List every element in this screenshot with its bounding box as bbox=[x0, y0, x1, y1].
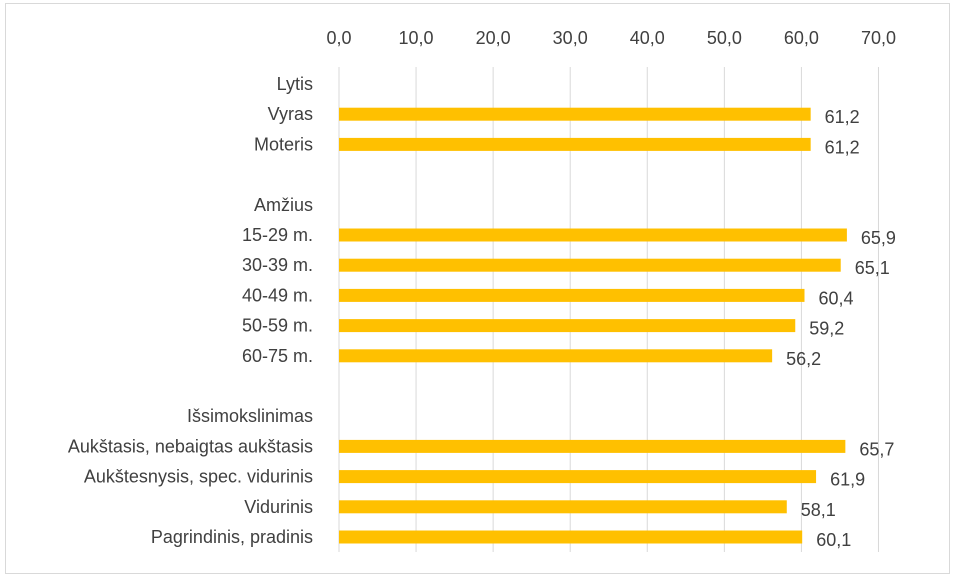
bar bbox=[339, 470, 817, 484]
category-group-header: Lytis bbox=[277, 74, 313, 94]
bar bbox=[339, 439, 846, 453]
x-tick-label: 70,0 bbox=[861, 28, 896, 48]
data-label: 60,4 bbox=[819, 288, 854, 308]
category-label: Aukštesnysis, spec. vidurinis bbox=[84, 467, 313, 487]
bar bbox=[339, 107, 811, 121]
bar bbox=[339, 530, 803, 544]
data-label: 65,7 bbox=[859, 439, 894, 459]
category-label: 50-59 m. bbox=[242, 316, 313, 336]
bar bbox=[339, 228, 847, 242]
data-label: 61,2 bbox=[825, 107, 860, 127]
data-label: 61,2 bbox=[825, 137, 860, 157]
data-label: 60,1 bbox=[816, 530, 851, 550]
category-label: 40-49 m. bbox=[242, 285, 313, 305]
x-tick-label: 50,0 bbox=[707, 28, 742, 48]
bar bbox=[339, 258, 841, 272]
category-label: Pagrindinis, pradinis bbox=[151, 527, 313, 547]
bar bbox=[339, 319, 796, 333]
x-axis-ticks: 0,0 10,0 20,0 30,0 40,0 50,0 60,0 70,0 bbox=[326, 28, 896, 48]
bar bbox=[339, 137, 811, 151]
category-labels: Lytis Vyras Moteris Amžius 15-29 m. 30-39 m. 4… bbox=[68, 74, 313, 547]
data-label: 61,9 bbox=[830, 470, 865, 490]
category-label: Moteris bbox=[254, 134, 313, 154]
category-label: Vidurinis bbox=[244, 497, 313, 517]
bar bbox=[339, 500, 787, 514]
data-label: 58,1 bbox=[801, 500, 836, 520]
x-tick-label: 40,0 bbox=[630, 28, 665, 48]
data-label: 65,1 bbox=[855, 258, 890, 278]
category-group-header: Amžius bbox=[254, 195, 313, 215]
x-tick-label: 30,0 bbox=[553, 28, 588, 48]
x-tick-label: 60,0 bbox=[784, 28, 819, 48]
bars bbox=[339, 107, 847, 544]
x-tick-label: 0,0 bbox=[326, 28, 351, 48]
bar bbox=[339, 288, 805, 302]
category-label: 30-39 m. bbox=[242, 255, 313, 275]
value-labels: 61,2 61,2 65,9 65,160,4 59,2 56,2 65,7 61,9 58,1… bbox=[786, 107, 896, 550]
bar bbox=[339, 349, 773, 363]
category-label: Vyras bbox=[268, 104, 313, 124]
data-label: 56,2 bbox=[786, 349, 821, 369]
x-tick-label: 20,0 bbox=[476, 28, 511, 48]
data-label: 65,9 bbox=[861, 228, 896, 248]
category-label: Aukštasis, nebaigtas aukštasis bbox=[68, 436, 313, 456]
data-label: 59,2 bbox=[809, 319, 844, 339]
category-label: 60-75 m. bbox=[242, 346, 313, 366]
category-group-header: Išsimokslinimas bbox=[187, 406, 313, 426]
x-tick-label: 10,0 bbox=[399, 28, 434, 48]
category-label: 15-29 m. bbox=[242, 225, 313, 245]
